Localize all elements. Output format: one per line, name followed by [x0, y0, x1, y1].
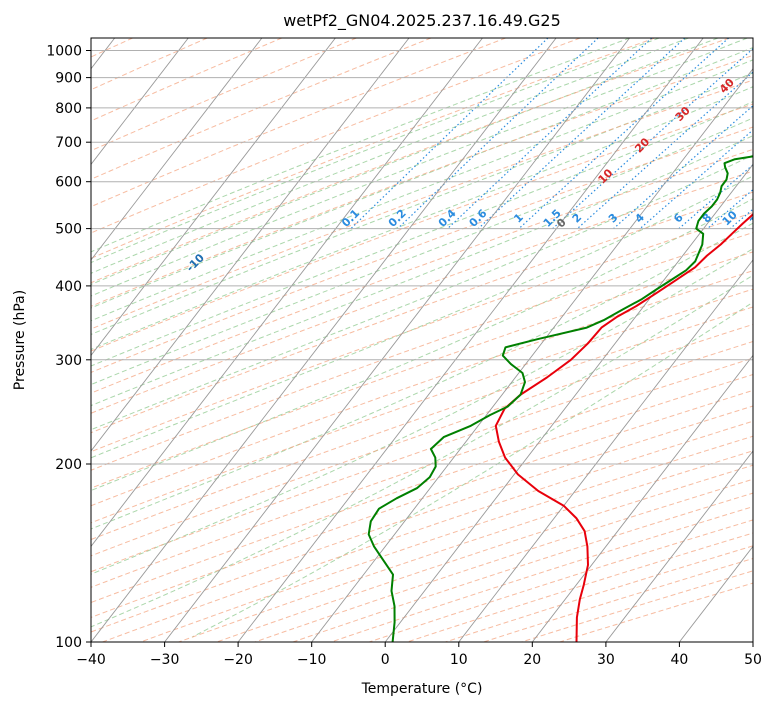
- dry-adiabat-line: [254, 478, 753, 642]
- dry-adiabat-line: [292, 492, 753, 642]
- profile-series: [367, 155, 753, 642]
- isotherm-line: [91, 38, 189, 166]
- dry-adiabat-line: [91, 323, 753, 557]
- y-tick-label: 500: [55, 222, 82, 238]
- moist-adiabat-line: [91, 38, 660, 264]
- mixing-ratio-line: [518, 38, 730, 230]
- isotherm-line: [91, 38, 336, 357]
- y-tick-label: 400: [55, 279, 82, 295]
- mixing-ratio-line: [678, 163, 753, 230]
- y-tick-label: 900: [55, 71, 82, 87]
- moist-adiabat-line: [91, 101, 753, 367]
- dry-adiabat-line: [102, 420, 753, 642]
- dry-adiabat-line: [91, 38, 357, 152]
- dry-adiabat-line: [91, 148, 753, 394]
- y-tick-label: 300: [55, 353, 82, 369]
- dry-adiabat-line: [91, 38, 506, 208]
- mixing-ratio-line: [447, 38, 653, 230]
- x-tick-label: −40: [76, 652, 106, 668]
- isotherm-line: [237, 38, 704, 642]
- x-tick-label: 50: [744, 652, 762, 668]
- dry-adiabat-line: [140, 435, 753, 642]
- x-axis-label: Temperature (°C): [361, 681, 483, 697]
- dry-adiabat-line: [91, 103, 753, 352]
- dry-adiabat-line: [91, 38, 432, 180]
- x-tick-label: 40: [670, 652, 688, 668]
- temperature-profile-line: [494, 213, 753, 642]
- isotherm-line: [384, 163, 753, 642]
- dewpoint-profile-line: [367, 155, 753, 642]
- y-tick-label: 700: [55, 135, 82, 151]
- isotherm-line: [91, 38, 263, 261]
- moist-adiabat-line: [91, 38, 748, 297]
- mixing-ratio-line: [477, 38, 686, 230]
- dry-adiabat-line: [91, 306, 753, 541]
- pressure-gridlines: [91, 50, 753, 642]
- dry-adiabat-line: [91, 191, 753, 434]
- isotherm-line: [531, 354, 753, 642]
- plot-area: -100-90-80-70-60-50-40-30-20-100.10.20.4…: [91, 38, 753, 642]
- moist-adiabat-line: [91, 154, 753, 431]
- plot-frame: [90, 37, 754, 643]
- x-axis-ticks: −40 −30 −20 −10 0 10 20 30 40 50: [76, 642, 762, 668]
- dry-adiabat-line: [330, 506, 753, 642]
- x-tick-label: 0: [381, 652, 390, 668]
- dry-adiabat-line: [91, 126, 753, 373]
- dry-adiabat-line: [91, 38, 581, 234]
- isotherms: [91, 38, 753, 642]
- y-tick-label: 200: [55, 457, 82, 473]
- dry-adiabat-line: [91, 405, 753, 633]
- moist-adiabat-line: [91, 117, 753, 386]
- isotherm-line: [458, 259, 753, 642]
- mixing-ratio-line: [350, 38, 549, 230]
- moist-adiabat-line: [91, 222, 753, 530]
- dry-adiabat-line: [91, 170, 753, 414]
- isotherm-line: [91, 38, 483, 548]
- y-tick-label: 600: [55, 175, 82, 191]
- chart-title: wetPf2_GN04.2025.237.16.49.G25: [283, 11, 561, 31]
- y-tick-label: 1000: [46, 44, 82, 60]
- x-tick-label: 10: [450, 652, 468, 668]
- y-axis-ticks: 100 200 300 400 500 600 700 800 900 1000: [46, 44, 91, 651]
- moist-adiabat-line: [91, 198, 753, 492]
- isotherm-line: [91, 38, 410, 452]
- moist-adiabat-line: [91, 274, 753, 628]
- isotherm-line: [164, 38, 630, 642]
- x-tick-label: −30: [150, 652, 180, 668]
- y-axis-label: Pressure (hPa): [12, 290, 28, 390]
- moist-adiabat-line: [91, 135, 753, 407]
- isotherm-line: [91, 38, 557, 642]
- isotherm-line: [311, 68, 753, 642]
- x-tick-label: 30: [597, 652, 615, 668]
- x-tick-label: −10: [297, 652, 327, 668]
- dry-adiabat-line: [407, 532, 753, 642]
- y-tick-label: 800: [55, 101, 82, 117]
- dry-adiabat-line: [91, 373, 753, 604]
- moist-adiabat-line: [91, 72, 753, 336]
- dry-adiabat-line: [91, 231, 753, 471]
- y-tick-label: 100: [55, 635, 82, 651]
- dry-adiabat-line: [91, 389, 753, 618]
- isotherm-line: [605, 450, 753, 642]
- x-tick-label: 20: [523, 652, 541, 668]
- x-tick-label: −20: [223, 652, 253, 668]
- moist-adiabat-line: [91, 38, 630, 253]
- mixing-ratio-lines: [350, 38, 753, 230]
- mixing-ratio-line: [613, 104, 753, 230]
- dry-adiabat-line: [91, 212, 753, 453]
- moist-adiabat-line: [192, 301, 753, 638]
